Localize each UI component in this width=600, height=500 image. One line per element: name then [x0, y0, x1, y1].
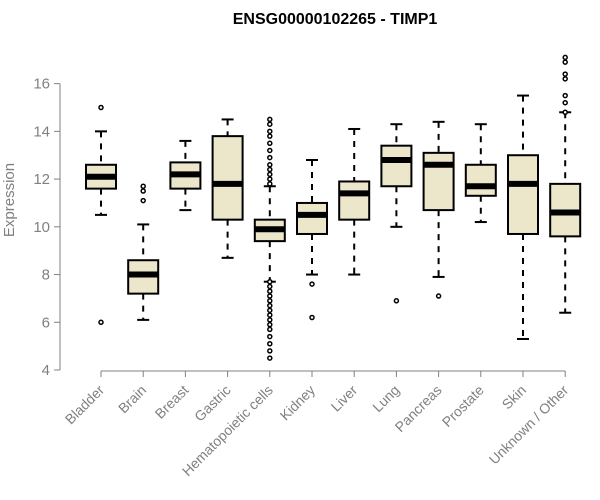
box-group: [253, 116, 286, 361]
outlier-point: [267, 333, 273, 340]
box-group: [464, 123, 497, 224]
outlier-point: [267, 312, 273, 318]
outlier-point: [309, 281, 315, 287]
x-tick-label: Liver: [328, 382, 361, 415]
outlier-point: [267, 121, 273, 127]
outlier-point: [267, 133, 273, 139]
x-tick-label: Prostate: [439, 382, 487, 430]
outlier-point: [562, 92, 568, 99]
outlier-point: [140, 188, 146, 194]
outlier-point: [267, 140, 273, 147]
box-group: [422, 120, 455, 299]
outlier-point: [267, 317, 273, 323]
outlier-point: [267, 355, 273, 361]
box-group: [296, 159, 328, 321]
outlier-point: [562, 99, 568, 106]
outlier-point: [267, 116, 273, 123]
y-tick-label: 16: [33, 76, 50, 93]
plot-area: [85, 54, 582, 361]
box-group: [211, 118, 244, 259]
box-group: [85, 104, 117, 326]
chart-title: ENSG00000102265 - TIMP1: [233, 11, 438, 28]
outlier-point: [267, 302, 273, 309]
y-axis: 4 6 8 10 12 14 16: [33, 76, 61, 379]
outlier-point: [267, 298, 273, 304]
y-tick-label: 14: [33, 123, 50, 140]
outlier-point: [267, 181, 273, 187]
outlier-point: [267, 326, 273, 333]
outlier-point: [98, 104, 104, 111]
outlier-point: [562, 109, 568, 116]
iqr-box: [422, 151, 455, 212]
box-group: [338, 127, 371, 276]
y-tick-label: 6: [42, 314, 50, 331]
outlier-point: [562, 54, 568, 61]
x-tick-label: Pancreas: [392, 382, 445, 435]
y-tick-label: 8: [42, 267, 50, 284]
outlier-point: [98, 319, 104, 326]
x-tick-label: Brain: [115, 382, 149, 416]
outlier-point: [267, 166, 273, 173]
x-tick-label: Breast: [152, 382, 192, 422]
iqr-box: [380, 144, 413, 188]
outlier-point: [309, 314, 315, 321]
outlier-point: [562, 59, 568, 65]
outlier-point: [267, 128, 273, 135]
outlier-point: [140, 197, 146, 204]
outlier-point: [267, 321, 273, 328]
outlier-point: [267, 341, 273, 347]
outlier-point: [267, 162, 273, 168]
box-group: [380, 123, 413, 304]
outlier-point: [267, 307, 273, 314]
outlier-point: [267, 283, 273, 290]
outlier-point: [267, 171, 273, 178]
y-axis-label: Expression: [1, 163, 18, 237]
y-tick-label: 12: [33, 171, 50, 188]
y-tick-label: 10: [33, 219, 50, 236]
x-tick-label: Unknown / Other: [486, 382, 572, 468]
iqr-box: [507, 154, 539, 235]
x-tick-label: Bladder: [62, 382, 108, 428]
iqr-box: [464, 163, 497, 197]
outlier-point: [267, 288, 273, 294]
box-group: [507, 94, 539, 340]
iqr-box: [338, 180, 371, 221]
iqr-box: [211, 135, 244, 221]
x-tick-label: Kidney: [277, 382, 319, 424]
box-group: [127, 183, 160, 321]
outlier-point: [393, 298, 400, 304]
box-group: [549, 54, 582, 314]
outlier-point: [267, 348, 273, 354]
outlier-point: [267, 176, 273, 182]
outlier-point: [562, 76, 568, 82]
outlier-point: [267, 154, 273, 161]
iqr-box: [296, 201, 328, 235]
outlier-point: [435, 293, 442, 299]
y-tick-label: 4: [42, 362, 50, 379]
outlier-point: [140, 183, 146, 189]
outlier-point: [267, 293, 273, 299]
outlier-point: [562, 71, 568, 77]
x-tick-label: Skin: [499, 382, 530, 413]
box-group: [169, 139, 202, 212]
outlier-point: [267, 147, 273, 154]
outlier-point: [267, 278, 273, 285]
x-tick-label: Lung: [369, 382, 402, 415]
